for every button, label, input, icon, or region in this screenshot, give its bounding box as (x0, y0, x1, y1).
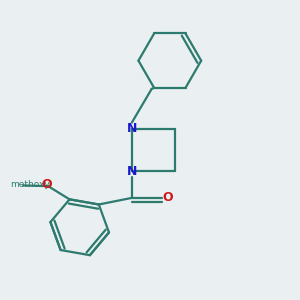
Text: N: N (127, 122, 137, 135)
Text: O: O (162, 191, 173, 204)
Text: methoxy: methoxy (10, 180, 50, 189)
Text: N: N (127, 165, 137, 178)
Text: O: O (41, 178, 52, 191)
